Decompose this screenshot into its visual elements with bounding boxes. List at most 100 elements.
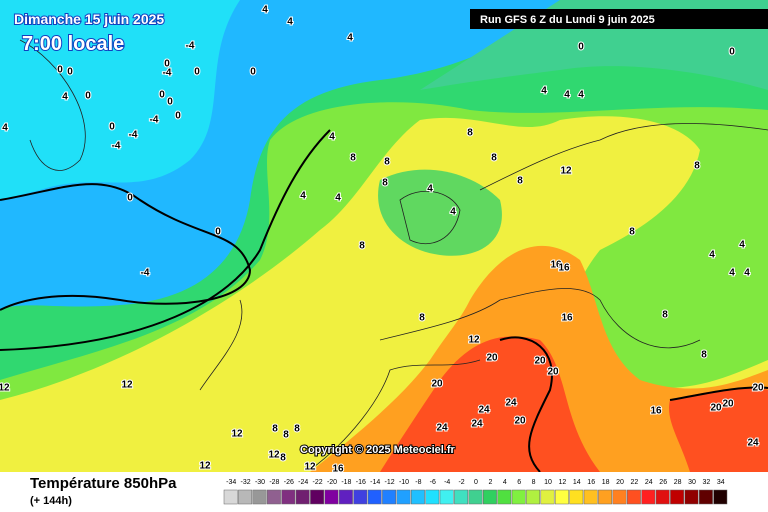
legend-tick-label: 18 (602, 479, 610, 486)
contour-label: 16 (558, 263, 570, 274)
legend-swatch (252, 489, 267, 505)
contour-label: 4 (262, 5, 268, 16)
legend-tick-label: 8 (532, 479, 536, 486)
legend-tick-label: 4 (503, 479, 507, 486)
legend-swatch (439, 489, 454, 505)
contour-label: 8 (491, 153, 497, 164)
contour-label: 8 (359, 241, 365, 252)
contour-label: 4 (347, 33, 353, 44)
contour-label: 8 (294, 424, 300, 435)
legend-swatch (338, 489, 353, 505)
cold-area (0, 0, 240, 200)
legend-tick-label: 10 (544, 479, 552, 486)
contour-label: 4 (450, 207, 456, 218)
contour-label: 4 (564, 90, 570, 101)
contour-label: 16 (550, 260, 562, 271)
contour-label: 4 (300, 191, 306, 202)
contour-label: 0 (85, 91, 91, 102)
contour-label: 4 (578, 90, 584, 101)
contour-label: 4 (427, 184, 433, 195)
contour-label: 20 (722, 399, 734, 410)
legend-tick-label: -18 (341, 479, 351, 486)
legend-swatch (641, 489, 656, 505)
contour-label: 0 (215, 227, 221, 238)
contours (0, 129, 768, 473)
contour-label: 12 (231, 429, 243, 440)
contour-label: 8 (382, 178, 388, 189)
contour-label: 8 (694, 161, 700, 172)
legend-tick-label: 30 (688, 479, 696, 486)
contour-label: 24 (505, 398, 517, 409)
legend-tick-label: -12 (385, 479, 395, 486)
contour-label: 4 (739, 240, 745, 251)
hot-area (380, 336, 600, 472)
contour-label: 0 (250, 67, 256, 78)
legend-swatch (497, 489, 512, 505)
coastlines (19, 39, 768, 471)
run-info: Run GFS 6 Z du Lundi 9 juin 2025 (480, 14, 655, 26)
contour-label: -4 (141, 268, 150, 279)
legend-tick-label: 20 (616, 479, 624, 486)
legend-tick-label: -26 (284, 479, 294, 486)
legend-swatch (410, 489, 425, 505)
legend-tick-label: 2 (488, 479, 492, 486)
footer-title: Température 850hPa (30, 475, 177, 492)
legend-swatch (310, 489, 325, 505)
contour-label: 8 (419, 313, 425, 324)
legend-swatch (598, 489, 613, 505)
contour-label: 24 (471, 419, 483, 430)
legend-tick-label: 12 (559, 479, 567, 486)
contour-label: 24 (436, 423, 448, 434)
legend-swatch (713, 489, 728, 505)
legend-tick-label: -34 (226, 479, 236, 486)
contour-label: 12 (468, 335, 480, 346)
contour-label: 4 (744, 268, 750, 279)
contour-label: 8 (701, 350, 707, 361)
legend-swatch (612, 489, 627, 505)
contour-label: 12 (268, 450, 280, 461)
contour-label: 12 (199, 461, 211, 472)
legend-tick-label: 0 (474, 479, 478, 486)
legend-tick-label: -16 (356, 479, 366, 486)
contour-label: 0 (127, 193, 133, 204)
legend-tick-label: -28 (269, 479, 279, 486)
contour-label: 8 (384, 157, 390, 168)
contour-label: 8 (283, 430, 289, 441)
contour-label: 4 (2, 123, 8, 134)
forecast-date: Dimanche 15 juin 2025 (14, 11, 164, 27)
contour-label: -4 (112, 141, 121, 152)
contour-label: 0 (194, 67, 200, 78)
legend-swatch (684, 489, 699, 505)
contour-label: 0 (578, 42, 584, 53)
contour-label: 12 (0, 383, 10, 394)
contour-label: 20 (752, 383, 764, 394)
legend-tick-label: 24 (645, 479, 653, 486)
legend-swatch (583, 489, 598, 505)
legend-tick-label: -24 (298, 479, 308, 486)
legend-swatch (367, 489, 382, 505)
legend-tick-label: -32 (241, 479, 251, 486)
contour-label: 8 (280, 453, 286, 464)
mild-area (378, 169, 502, 256)
contour-label: 20 (486, 353, 498, 364)
contour-label: 0 (67, 67, 73, 78)
contour-label: 24 (747, 438, 759, 449)
legend-tick-label: 16 (587, 479, 595, 486)
contour-label: 0 (167, 97, 173, 108)
forecast-time: 7:00 locale (22, 33, 124, 55)
copyright: Copyright © 2025 Meteociel.fr (300, 444, 456, 456)
legend-swatch (511, 489, 526, 505)
contour-label: 16 (561, 313, 573, 324)
legend-swatch (223, 489, 238, 505)
contour-label: -4 (163, 68, 172, 79)
contour-label: 4 (541, 86, 547, 97)
contour-label: 0 (729, 47, 735, 58)
legend-swatch (655, 489, 670, 505)
legend-swatch (396, 489, 411, 505)
contour-label: 12 (560, 166, 572, 177)
legend-swatch (526, 489, 541, 505)
contour-label: 4 (287, 17, 293, 28)
legend-swatch (266, 489, 281, 505)
legend-swatch (324, 489, 339, 505)
